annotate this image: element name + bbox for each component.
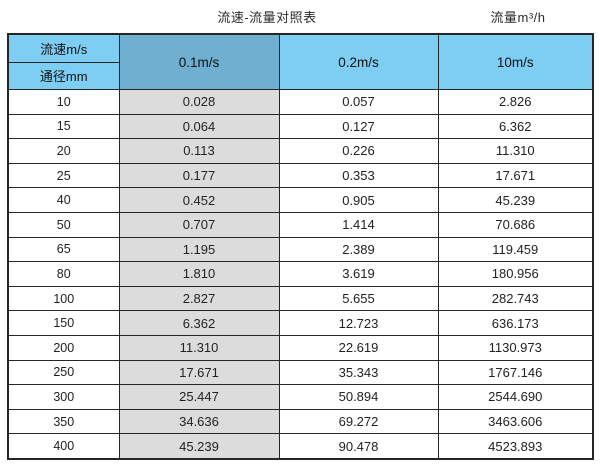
diameter-cell: 100: [7, 285, 120, 312]
value-cell: 0.226: [278, 138, 439, 164]
value-cell: 22.619: [278, 334, 439, 361]
table-row: 25 0.177 0.353 17.671: [7, 162, 594, 189]
value-cell: 0.905: [278, 187, 439, 213]
diameter-cell: 25: [7, 162, 120, 189]
value-cell: 25.447: [118, 384, 280, 410]
value-cell: 45.239: [118, 433, 280, 460]
table-row: 100 2.827 5.655 282.743: [7, 285, 594, 312]
table-row: 200 11.310 22.619 1130.973: [7, 334, 594, 361]
diameter-cell: 150: [7, 310, 120, 336]
table-row: 400 45.239 90.478 4523.893: [7, 433, 594, 460]
diameter-cell: 15: [7, 113, 120, 140]
table-row: 150 6.362 12.723 636.173: [7, 310, 594, 336]
value-cell: 0.057: [278, 89, 439, 115]
column-header-10ms: 10m/s: [437, 33, 594, 90]
value-cell: 4523.893: [437, 433, 594, 460]
table-row: 300 25.447 50.894 2544.690: [7, 384, 594, 410]
diameter-cell: 50: [7, 211, 120, 238]
value-cell: 636.173: [437, 310, 594, 336]
value-cell: 70.686: [437, 211, 594, 238]
value-cell: 2544.690: [437, 384, 594, 410]
table-row: 350 34.636 69.272 3463.606: [7, 408, 594, 435]
table-row: 65 1.195 2.389 119.459: [7, 236, 594, 263]
value-cell: 2.826: [437, 89, 594, 115]
value-cell: 0.452: [118, 187, 280, 213]
table-row: 80 1.810 3.619 180.956: [7, 261, 594, 287]
table-row: 20 0.113 0.226 11.310: [7, 138, 594, 164]
value-cell: 2.389: [278, 236, 439, 263]
value-cell: 0.127: [278, 113, 439, 140]
table-row: 250 17.671 35.343 1767.146: [7, 359, 594, 386]
column-header-0-2ms: 0.2m/s: [278, 33, 439, 90]
header-row-bottom: 通径mm: [7, 61, 593, 90]
table-row: 50 0.707 1.414 70.686: [7, 211, 594, 238]
value-cell: 35.343: [278, 359, 439, 386]
value-cell: 6.362: [437, 113, 594, 140]
value-cell: 0.707: [118, 211, 280, 238]
value-cell: 1.414: [278, 211, 439, 238]
table-body: 10 0.028 0.057 2.826 15 0.064 0.127 6.362 20 0.11…: [7, 89, 594, 460]
value-cell: 11.310: [118, 334, 280, 361]
diameter-cell: 300: [7, 384, 120, 410]
diameter-cell: 400: [7, 433, 120, 460]
value-cell: 119.459: [437, 236, 594, 263]
value-cell: 0.113: [118, 138, 280, 164]
page-title: 流速-流量对照表: [217, 10, 317, 25]
value-cell: 2.827: [118, 285, 280, 312]
column-header-0-1ms: 0.1m/s: [118, 33, 280, 90]
diameter-cell: 65: [7, 236, 120, 263]
diameter-cell: 80: [7, 261, 120, 287]
value-cell: 282.743: [437, 285, 594, 312]
table-row: 15 0.064 0.127 6.362: [7, 113, 594, 140]
diameter-cell: 350: [7, 408, 120, 435]
value-cell: 0.028: [118, 89, 280, 115]
value-cell: 6.362: [118, 310, 280, 336]
value-cell: 90.478: [278, 433, 439, 460]
flow-unit-label: 流量m³/h: [490, 10, 546, 25]
value-cell: 50.894: [278, 384, 439, 410]
value-cell: 12.723: [278, 310, 439, 336]
value-cell: 11.310: [437, 138, 594, 164]
diameter-cell: 40: [7, 187, 120, 213]
value-cell: 3463.606: [437, 408, 594, 435]
value-cell: 1130.973: [437, 334, 594, 361]
value-cell: 0.353: [278, 162, 439, 189]
value-cell: 180.956: [437, 261, 594, 287]
value-cell: 17.671: [118, 359, 280, 386]
value-cell: 1.195: [118, 236, 280, 263]
table-row: 10 0.028 0.057 2.826: [7, 89, 594, 115]
value-cell: 1.810: [118, 261, 280, 287]
table-header: 流速m/s 0.1m/s 0.2m/s 10m/s 通径mm: [7, 33, 594, 90]
diameter-cell: 20: [7, 138, 120, 164]
header-row-top: 流速m/s 0.1m/s 0.2m/s 10m/s: [7, 33, 594, 90]
value-cell: 69.272: [278, 408, 439, 435]
value-cell: 3.619: [278, 261, 439, 287]
value-cell: 5.655: [278, 285, 439, 312]
diameter-cell: 10: [7, 89, 120, 115]
flow-rate-table: 流速m/s 0.1m/s 0.2m/s 10m/s 通径mm 10 0.028 0.…: [7, 33, 594, 460]
header-diameter-label: 通径mm: [7, 61, 120, 90]
value-cell: 34.636: [118, 408, 280, 435]
diameter-cell: 200: [7, 334, 120, 361]
table-row: 40 0.452 0.905 45.239: [7, 187, 594, 213]
diameter-cell: 250: [7, 359, 120, 386]
value-cell: 0.064: [118, 113, 280, 140]
value-cell: 1767.146: [437, 359, 594, 386]
value-cell: 45.239: [437, 187, 594, 213]
value-cell: 17.671: [437, 162, 594, 189]
value-cell: 0.177: [118, 162, 280, 189]
header-velocity-label: 流速m/s: [7, 33, 120, 63]
